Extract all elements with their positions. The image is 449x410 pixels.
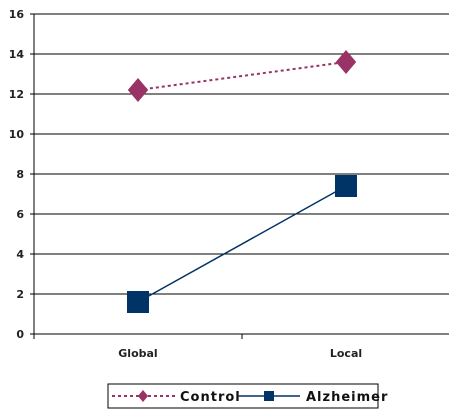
- legend: Control Alzheimer: [107, 383, 388, 409]
- y-tick-label: 0: [16, 328, 24, 341]
- data-point-marker: [127, 291, 149, 313]
- y-tick-label: 12: [9, 88, 24, 101]
- grid-lines: [34, 13, 449, 295]
- series-line: [137, 185, 347, 303]
- legend-marker: [264, 391, 274, 401]
- y-axis-tick-labels: 0 2 4 6 8 10 12 14 16: [9, 8, 34, 341]
- legend-label: Control: [180, 390, 241, 405]
- y-tick-label: 2: [16, 288, 24, 301]
- y-tick-label: 4: [16, 248, 24, 261]
- legend-item-alzheimer: Alzheimer: [238, 390, 388, 405]
- series-alzheimer: [127, 175, 357, 313]
- series-control: [127, 50, 357, 102]
- data-point-marker: [335, 50, 357, 74]
- x-category-label: Global: [118, 347, 157, 360]
- series-line: [137, 61, 347, 91]
- y-tick-label: 14: [9, 48, 25, 61]
- y-tick-label: 16: [9, 8, 25, 21]
- series-group: [127, 50, 357, 313]
- data-point-marker: [335, 175, 357, 197]
- data-point-marker: [127, 78, 149, 102]
- x-category-label: Local: [330, 347, 362, 360]
- y-tick-label: 10: [9, 128, 25, 141]
- legend-label: Alzheimer: [306, 390, 388, 405]
- legend-marker: [137, 390, 149, 402]
- y-tick-label: 6: [16, 208, 24, 221]
- x-axis-ticks: [33, 334, 243, 339]
- legend-item-control: Control: [112, 390, 241, 405]
- x-axis-category-labels: Global Local: [118, 347, 362, 360]
- y-tick-label: 8: [16, 168, 24, 181]
